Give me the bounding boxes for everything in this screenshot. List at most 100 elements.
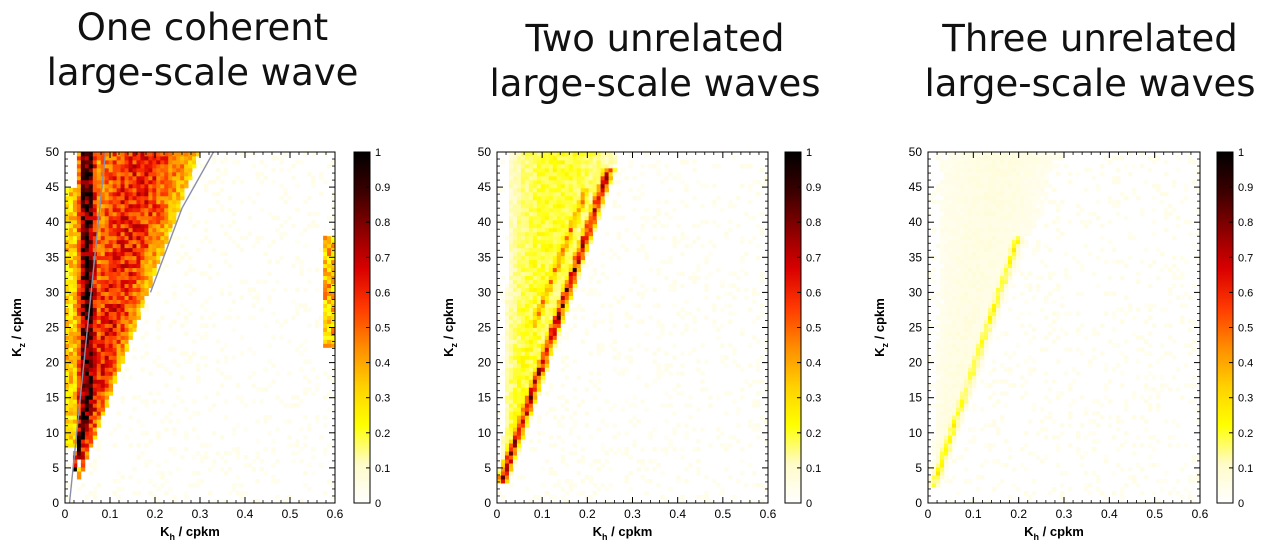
heatmap-cell — [544, 175, 550, 181]
heatmap-cell — [104, 243, 110, 249]
heatmap-cell — [144, 267, 149, 273]
heatmap-cell — [572, 195, 578, 201]
heatmap-cell — [508, 463, 514, 468]
heatmap-cell — [331, 291, 336, 296]
x-tick-label: 0 — [494, 507, 501, 521]
heatmap-cell — [580, 251, 586, 257]
heatmap-cell — [572, 267, 578, 273]
heatmap-cell — [588, 215, 594, 221]
heatmap-cell — [940, 319, 945, 324]
heatmap-cell — [560, 163, 566, 169]
heatmap-cell — [724, 467, 729, 472]
heatmap-cell — [560, 311, 566, 316]
heatmap-cell — [556, 303, 562, 308]
heatmap-cell — [263, 419, 268, 424]
heatmap-cell — [944, 423, 949, 428]
heatmap-cell — [948, 243, 953, 249]
heatmap-cell — [632, 231, 637, 237]
heatmap-cell — [112, 215, 118, 221]
heatmap-cell — [556, 199, 562, 205]
heatmap-cell — [80, 251, 86, 257]
x-tick-label: 0 — [62, 507, 69, 521]
heatmap-cell — [76, 439, 82, 444]
heatmap-cell — [323, 295, 328, 300]
heatmap-cell — [548, 203, 554, 209]
heatmap-cell — [72, 311, 78, 316]
heatmap-cell — [504, 343, 510, 348]
heatmap-cell — [184, 447, 189, 452]
heatmap-cell — [508, 279, 514, 285]
heatmap-cell — [520, 227, 526, 233]
heatmap-cell — [568, 155, 574, 161]
heatmap-cell — [948, 227, 953, 233]
heatmap-cell — [512, 347, 518, 352]
heatmap-cell — [548, 287, 554, 292]
heatmap-cell — [548, 163, 554, 169]
heatmap-cell — [104, 395, 110, 400]
heatmap-cell — [576, 435, 582, 440]
heatmap-cell — [148, 459, 153, 464]
heatmap-cell — [708, 395, 713, 400]
heatmap-cell — [572, 275, 578, 281]
heatmap-cell — [168, 163, 173, 169]
heatmap-cell — [540, 259, 546, 265]
heatmap-cell — [512, 219, 518, 225]
heatmap-cell — [100, 279, 106, 285]
heatmap-cell — [600, 187, 606, 193]
heatmap-cell — [148, 187, 153, 193]
heatmap-cell — [303, 443, 308, 448]
heatmap-cell — [756, 243, 761, 249]
heatmap-cell — [748, 363, 753, 368]
heatmap-cell — [508, 251, 514, 257]
heatmap-cell — [564, 235, 570, 241]
heatmap-cell — [80, 171, 86, 177]
heatmap-cell — [108, 152, 114, 157]
heatmap-cell — [116, 423, 121, 428]
heatmap-cell — [552, 267, 558, 273]
heatmap-cell — [948, 399, 953, 404]
heatmap-cell — [552, 199, 558, 205]
heatmap-cell — [540, 351, 546, 356]
heatmap-cell — [660, 471, 665, 476]
heatmap-cell — [68, 435, 74, 440]
heatmap-cell — [944, 231, 949, 237]
heatmap-cell — [116, 495, 121, 500]
heatmap-cell — [112, 267, 118, 273]
heatmap-cell — [528, 319, 534, 324]
heatmap-cell — [544, 259, 550, 265]
heatmap-cell — [311, 152, 316, 157]
heatmap-cell — [124, 263, 129, 269]
heatmap-cell — [203, 331, 209, 336]
heatmap-cell — [532, 331, 538, 336]
heatmap-cell — [560, 291, 566, 296]
heatmap-cell — [144, 152, 149, 157]
heatmap-cell — [696, 407, 701, 412]
heatmap-cell — [524, 407, 530, 412]
heatmap-cell — [323, 451, 328, 456]
heatmap-cell — [168, 159, 173, 165]
heatmap-cell — [223, 459, 229, 464]
heatmap-cell — [88, 263, 94, 269]
heatmap-cell — [88, 152, 94, 157]
heatmap-cell — [692, 195, 697, 201]
heatmap-cell — [564, 255, 570, 261]
heatmap-cell — [556, 243, 562, 249]
heatmap-cell — [712, 163, 717, 169]
heatmap-cell — [948, 499, 953, 504]
heatmap-cell — [512, 395, 518, 400]
heatmap-cell — [184, 431, 189, 436]
heatmap-cell — [108, 363, 114, 368]
heatmap-cell — [576, 491, 582, 496]
heatmap-cell — [80, 403, 86, 408]
heatmap-cell — [596, 167, 602, 173]
heatmap-cell — [516, 407, 522, 412]
heatmap-cell — [524, 363, 530, 368]
heatmap-cell — [497, 411, 502, 416]
heatmap-cell — [536, 163, 542, 169]
heatmap-cell — [140, 291, 145, 296]
heatmap-cell — [156, 499, 161, 504]
heatmap-cell — [712, 203, 717, 209]
heatmap-cell — [536, 387, 542, 392]
heatmap-cell — [508, 207, 514, 213]
heatmap-cell — [648, 267, 653, 273]
